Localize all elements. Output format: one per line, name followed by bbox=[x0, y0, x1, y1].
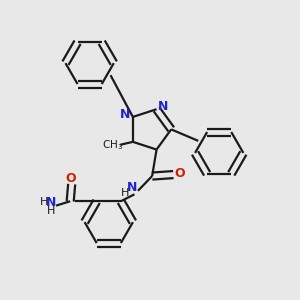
Text: N: N bbox=[127, 181, 137, 194]
Text: H: H bbox=[40, 197, 49, 207]
Text: CH$_3$: CH$_3$ bbox=[102, 138, 123, 152]
Text: N: N bbox=[120, 108, 131, 121]
Text: N: N bbox=[46, 196, 56, 208]
Text: O: O bbox=[66, 172, 76, 185]
Text: H: H bbox=[121, 188, 129, 198]
Text: N: N bbox=[158, 100, 168, 113]
Text: H: H bbox=[47, 206, 55, 216]
Text: O: O bbox=[174, 167, 184, 181]
